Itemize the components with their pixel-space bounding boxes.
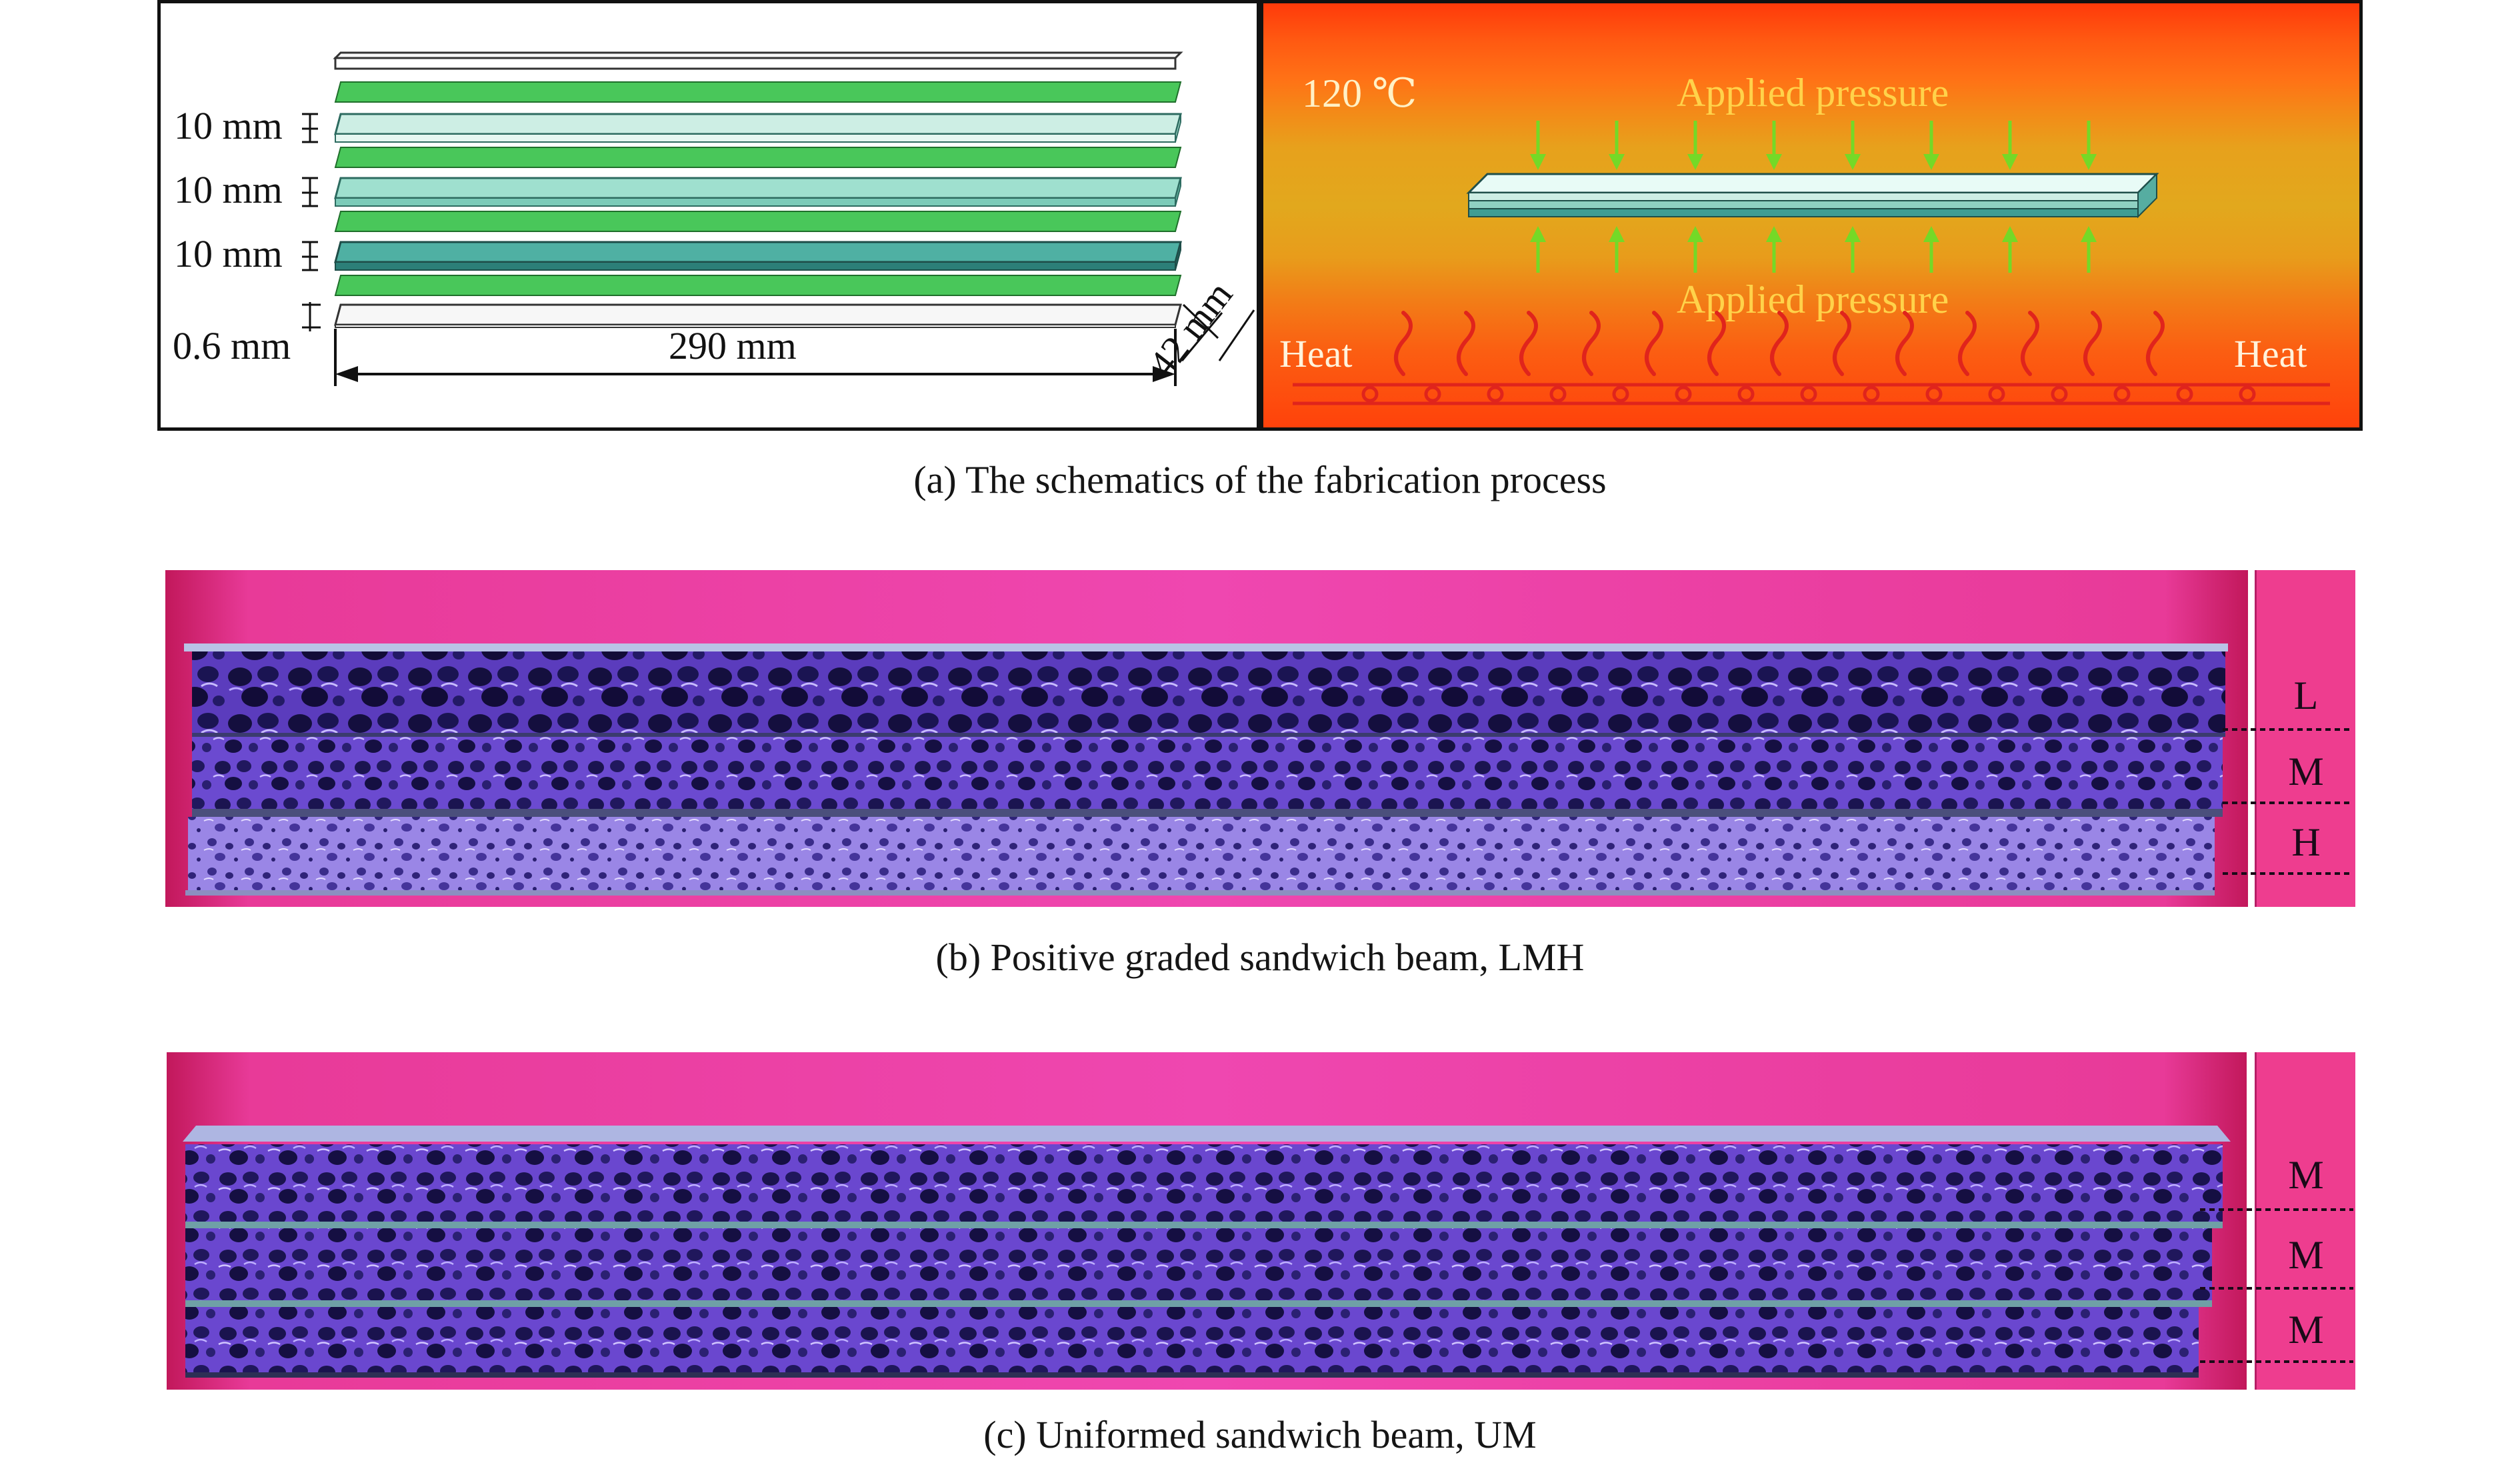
panel-a-left: 10 mm 10 mm 10 mm 0.6 mm 290 mm 42 mm xyxy=(157,0,1260,431)
dimension-face-sheet-thickness: 0.6 mm xyxy=(173,324,291,367)
foam-core-dark-front xyxy=(335,261,1176,271)
foam-core-dark-side xyxy=(1175,241,1181,271)
layer-label-M: M xyxy=(2288,1308,2324,1352)
adhesive-film xyxy=(334,275,1182,296)
foam-beam-um xyxy=(183,1126,2231,1378)
foam-layer-medium-density xyxy=(192,737,2223,809)
foam-core-mid-front xyxy=(335,197,1176,207)
pressed-beam xyxy=(1466,172,2159,219)
bottom-face-sheet xyxy=(185,890,2215,896)
layup-schematic xyxy=(302,51,1255,386)
layer-label-column-um: M M M xyxy=(2255,1052,2355,1390)
layer-label-M: M xyxy=(2288,1233,2324,1277)
foam-beam-lmh xyxy=(184,643,2228,896)
heat-label-left: Heat xyxy=(1279,332,1353,375)
thickness-dimension-marks xyxy=(302,113,321,331)
hot-press-diagram xyxy=(1293,121,2330,405)
foam-layer-high-density xyxy=(188,817,2215,890)
interface-line xyxy=(192,733,2225,737)
adhesive-film xyxy=(334,211,1182,232)
adhesive-film xyxy=(334,81,1182,103)
caption-panel-a: (a) The schematics of the fabrication pr… xyxy=(913,458,1607,501)
foam-core-light-side xyxy=(1175,113,1181,143)
dimension-core-1-thickness: 10 mm xyxy=(174,104,283,147)
photo-um-beam xyxy=(167,1052,2247,1390)
foam-core-mid-side xyxy=(1175,177,1181,207)
caption-panel-c: (c) Uniformed sandwich beam, UM xyxy=(983,1413,1537,1456)
dimension-core-3-thickness: 10 mm xyxy=(174,232,283,275)
layup-layers xyxy=(333,51,1183,328)
bottom-face-sheet xyxy=(185,1372,2199,1378)
layer-label-M: M xyxy=(2288,750,2324,794)
interface-line xyxy=(185,1222,2223,1228)
photo-lmh-beam xyxy=(165,570,2248,907)
layer-label-L: L xyxy=(2293,673,2319,717)
interface-line xyxy=(185,1300,2212,1307)
foam-core-dark xyxy=(334,241,1182,263)
panel-a-right: 120 ℃ Applied pressure Applied pressure … xyxy=(1260,0,2363,431)
layer-label-M: M xyxy=(2288,1153,2324,1197)
layer-label-column-lmh: L M H xyxy=(2255,570,2355,907)
length-dimension-arrow xyxy=(334,329,1177,386)
foam-layer-medium-density xyxy=(185,1228,2212,1300)
pressure-arrows-bottom xyxy=(1530,226,2097,273)
heating-element xyxy=(1293,383,2330,405)
face-sheet-bottom xyxy=(334,303,1182,326)
heat-label-right: Heat xyxy=(2234,332,2307,375)
adhesive-film xyxy=(334,147,1182,168)
foam-core-light-front xyxy=(335,133,1176,143)
width-dimension-arrow xyxy=(1181,303,1255,361)
layer-label-H: H xyxy=(2291,820,2321,864)
caption-panel-b: (b) Positive graded sandwich beam, LMH xyxy=(935,936,1585,979)
heat-flames xyxy=(1394,311,2165,376)
interface-line xyxy=(192,809,2223,817)
foam-layer-low-density xyxy=(192,651,2225,733)
dimension-beam-length: 290 mm xyxy=(669,324,797,367)
face-sheet-top-front xyxy=(334,57,1177,70)
dimension-core-2-thickness: 10 mm xyxy=(174,168,283,211)
top-face-sheet xyxy=(184,643,2228,651)
temperature-label: 120 ℃ xyxy=(1302,71,1417,115)
applied-pressure-top-label: Applied pressure xyxy=(1677,71,1949,115)
foam-core-light xyxy=(334,113,1182,135)
pressure-arrows-top xyxy=(1530,121,2097,170)
foam-layer-medium-density xyxy=(185,1144,2223,1222)
foam-layer-medium-density xyxy=(185,1307,2199,1372)
top-face-sheet xyxy=(183,1126,2231,1142)
foam-core-mid xyxy=(334,177,1182,199)
face-sheet-bottom-front xyxy=(335,324,1176,328)
